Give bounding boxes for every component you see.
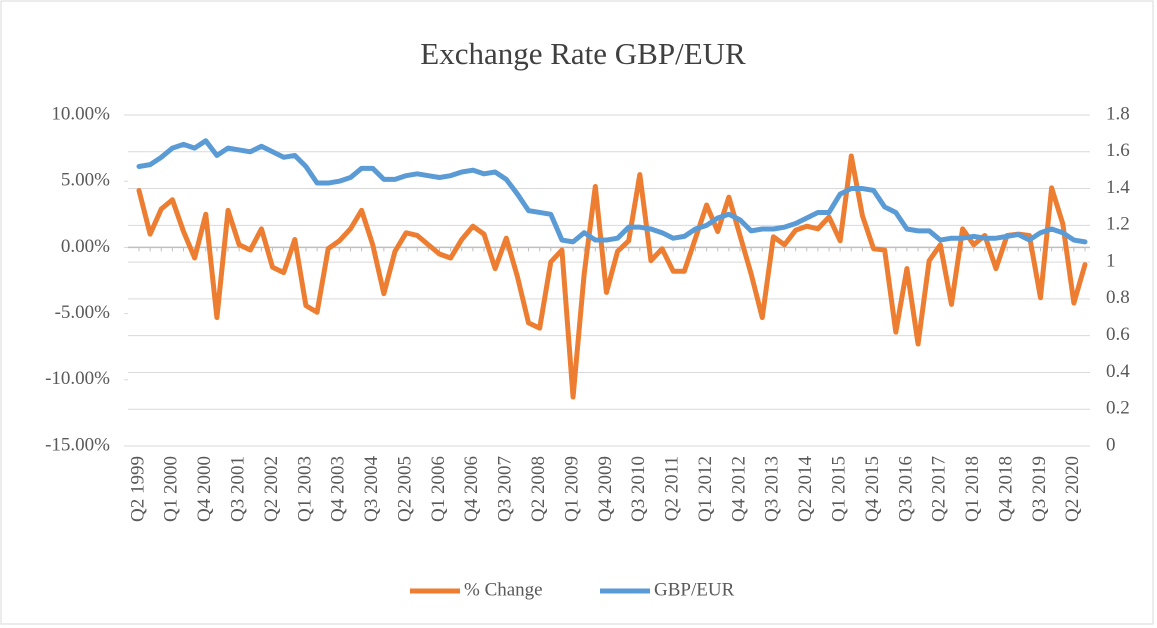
y-tick-label: 10.00% — [51, 103, 110, 124]
x-tick-label: Q3 2016 — [895, 456, 916, 522]
x-tick-label: Q3 2019 — [1029, 456, 1050, 522]
x-tick-label: Q2 2014 — [795, 456, 816, 522]
x-tick-label: Q4 2012 — [728, 456, 749, 522]
x-tick-label: Q1 2006 — [428, 456, 449, 522]
x-tick-label: Q3 2004 — [361, 456, 382, 522]
y2-tick-label: 1.4 — [1106, 177, 1130, 198]
y2-tick-label: 1 — [1106, 250, 1116, 271]
y2-tick-label: 1.2 — [1106, 214, 1130, 235]
x-tick-label: Q4 2015 — [862, 456, 883, 522]
y2-tick-label: 0.8 — [1106, 287, 1130, 308]
x-tick-label: Q1 2003 — [294, 456, 315, 522]
x-tick-label: Q3 2013 — [762, 456, 783, 522]
y-tick-label: 0.00% — [61, 236, 110, 257]
y-tick-label: -10.00% — [45, 368, 110, 389]
x-tick-label: Q4 2018 — [995, 456, 1016, 522]
x-tick-label: Q2 1999 — [127, 456, 148, 522]
x-tick-label: Q2 2020 — [1062, 456, 1083, 522]
y2-tick-label: 0.4 — [1106, 361, 1130, 382]
x-tick-label: Q3 2001 — [228, 456, 249, 522]
y2-tick-label: 0 — [1106, 434, 1116, 455]
x-tick-label: Q1 2018 — [962, 456, 983, 522]
x-tick-label: Q2 2017 — [929, 456, 950, 522]
x-tick-label: Q2 2011 — [662, 456, 683, 521]
y2-tick-label: 1.8 — [1106, 103, 1130, 124]
x-tick-label: Q4 2003 — [328, 456, 349, 522]
y-tick-label: -15.00% — [45, 434, 110, 455]
x-tick-label: Q1 2015 — [829, 456, 850, 522]
x-tick-label: Q1 2000 — [161, 456, 182, 522]
y-tick-label: -5.00% — [55, 302, 111, 323]
x-tick-label: Q1 2009 — [561, 456, 582, 522]
y-tick-label: 5.00% — [61, 170, 110, 191]
series-line — [136, 153, 1088, 400]
x-tick-label: Q1 2012 — [695, 456, 716, 522]
x-tick-label: Q2 2008 — [528, 456, 549, 522]
series-line — [136, 138, 1088, 245]
x-tick-label: Q4 2000 — [194, 456, 215, 522]
x-tick-label: Q2 2002 — [261, 456, 282, 522]
x-tick-label: Q3 2007 — [495, 456, 516, 522]
legend-label: GBP/EUR — [654, 579, 735, 600]
y2-tick-label: 1.6 — [1106, 140, 1130, 161]
x-tick-label: Q4 2006 — [461, 456, 482, 522]
legend-label: % Change — [464, 579, 543, 600]
chart-title: Exchange Rate GBP/EUR — [420, 36, 746, 71]
y2-tick-label: 0.6 — [1106, 324, 1130, 345]
x-tick-label: Q3 2010 — [628, 456, 649, 522]
x-tick-label: Q4 2009 — [595, 456, 616, 522]
y2-tick-label: 0.2 — [1106, 398, 1130, 419]
x-tick-label: Q2 2005 — [394, 456, 415, 522]
